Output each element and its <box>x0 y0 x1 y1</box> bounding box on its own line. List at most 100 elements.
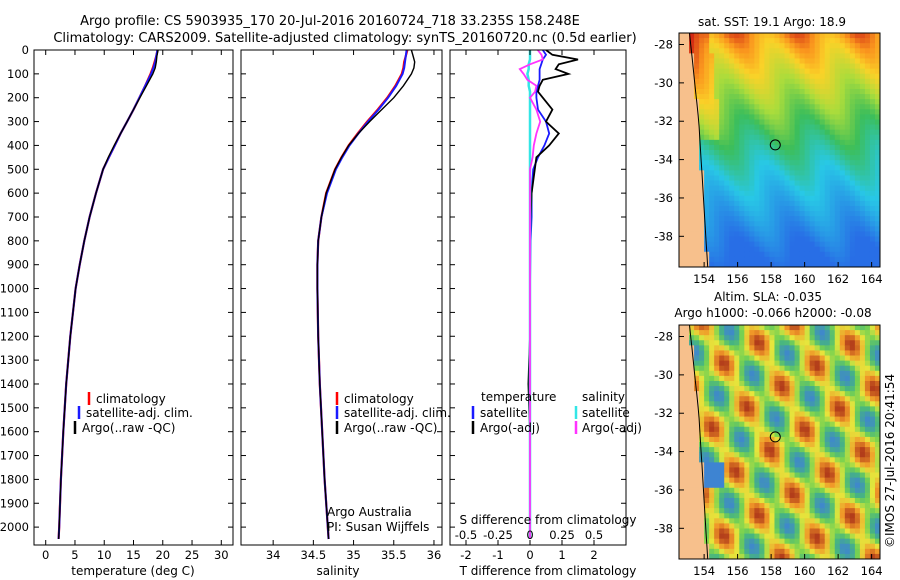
map-cell <box>824 134 831 141</box>
map-cell <box>839 150 846 156</box>
map-cell <box>739 94 745 100</box>
map-cell <box>739 462 745 468</box>
map-cell <box>699 533 705 540</box>
map-cell <box>684 205 690 212</box>
map-cell <box>699 513 705 519</box>
map-cell <box>769 350 775 356</box>
map-cell <box>739 360 745 367</box>
salinity-x-label: salinity <box>316 564 359 578</box>
map-cell <box>679 508 685 514</box>
map-cell <box>794 236 801 242</box>
map-cell <box>834 442 841 448</box>
map-cell <box>689 63 695 70</box>
map-cell <box>759 38 765 44</box>
map-cell <box>759 63 765 70</box>
map-cell <box>704 533 710 540</box>
map-cell <box>859 155 866 161</box>
map-cell <box>714 513 720 519</box>
map-cell <box>859 53 866 59</box>
map-cell <box>694 426 700 433</box>
map-cell <box>749 538 755 545</box>
map-cell <box>749 256 755 263</box>
map-cell <box>734 426 740 433</box>
map-cell <box>744 508 750 514</box>
map-cell <box>754 553 760 559</box>
map-cell <box>864 88 871 95</box>
map-cell <box>854 553 861 559</box>
map-cell <box>719 426 725 433</box>
map-cell <box>839 380 846 387</box>
map-cell <box>734 538 740 545</box>
map-cell <box>699 538 705 545</box>
map-cell <box>729 335 735 341</box>
map-cell <box>859 88 866 95</box>
map-cell <box>824 175 831 181</box>
map-cell <box>874 38 880 44</box>
map-cell <box>804 251 811 258</box>
map-cell <box>684 421 690 428</box>
map-cell <box>779 155 785 161</box>
map-cell <box>779 436 785 443</box>
map-cell <box>874 104 880 110</box>
map-cell <box>754 370 760 377</box>
map-cell <box>749 43 755 49</box>
map-cell <box>834 155 841 161</box>
map-cell <box>864 528 871 534</box>
lat-tick-label: -28 <box>654 330 673 344</box>
map-cell <box>864 200 871 207</box>
map-cell <box>744 139 750 146</box>
map-cell <box>849 139 856 146</box>
map-cell <box>754 538 760 545</box>
map-cell <box>789 211 795 217</box>
map-cell <box>789 53 795 59</box>
lat-tick-label: -32 <box>654 114 673 128</box>
map-cell <box>834 231 841 237</box>
map-cell <box>789 38 795 44</box>
map-cell <box>689 538 695 545</box>
map-cell <box>734 335 740 341</box>
map-cell <box>714 139 720 146</box>
map-cell <box>759 472 765 479</box>
map-cell <box>814 109 821 115</box>
map-cell <box>829 386 836 392</box>
map-cell <box>809 503 816 509</box>
map-cell <box>739 211 745 217</box>
map-cell <box>754 78 760 85</box>
map-cell <box>869 457 876 463</box>
map-cell <box>764 533 770 540</box>
map-cell <box>759 144 765 151</box>
map-cell <box>789 447 795 453</box>
map-cell <box>784 88 790 95</box>
map-cell <box>724 492 730 499</box>
map-cell <box>684 553 690 559</box>
map-cell <box>724 165 730 171</box>
map-cell <box>819 129 826 136</box>
map-cell <box>794 83 801 90</box>
map-cell <box>754 487 760 494</box>
map-cell <box>809 523 816 529</box>
map-cell <box>704 360 710 367</box>
map-cell <box>714 360 720 367</box>
map-cell <box>754 33 760 39</box>
map-cell <box>769 442 775 448</box>
map-cell <box>814 114 821 120</box>
map-cell <box>829 355 836 362</box>
map-cell <box>819 104 826 110</box>
map-cell <box>824 462 831 468</box>
map-cell <box>709 365 715 372</box>
map-cell <box>719 165 725 171</box>
map-cell <box>844 48 851 54</box>
map-cell <box>734 109 740 115</box>
map-cell <box>774 330 780 336</box>
map-cell <box>774 134 780 141</box>
map-cell <box>739 88 745 95</box>
map-cell <box>854 53 861 59</box>
map-cell <box>794 114 801 120</box>
map-cell <box>689 416 695 423</box>
temperature-axes-frame <box>33 49 234 546</box>
map-cell <box>864 114 871 120</box>
map-cell <box>824 411 831 417</box>
map-cell <box>854 261 861 267</box>
lon-tick-label: 162 <box>827 564 849 578</box>
lat-tick-label: -34 <box>654 153 673 167</box>
